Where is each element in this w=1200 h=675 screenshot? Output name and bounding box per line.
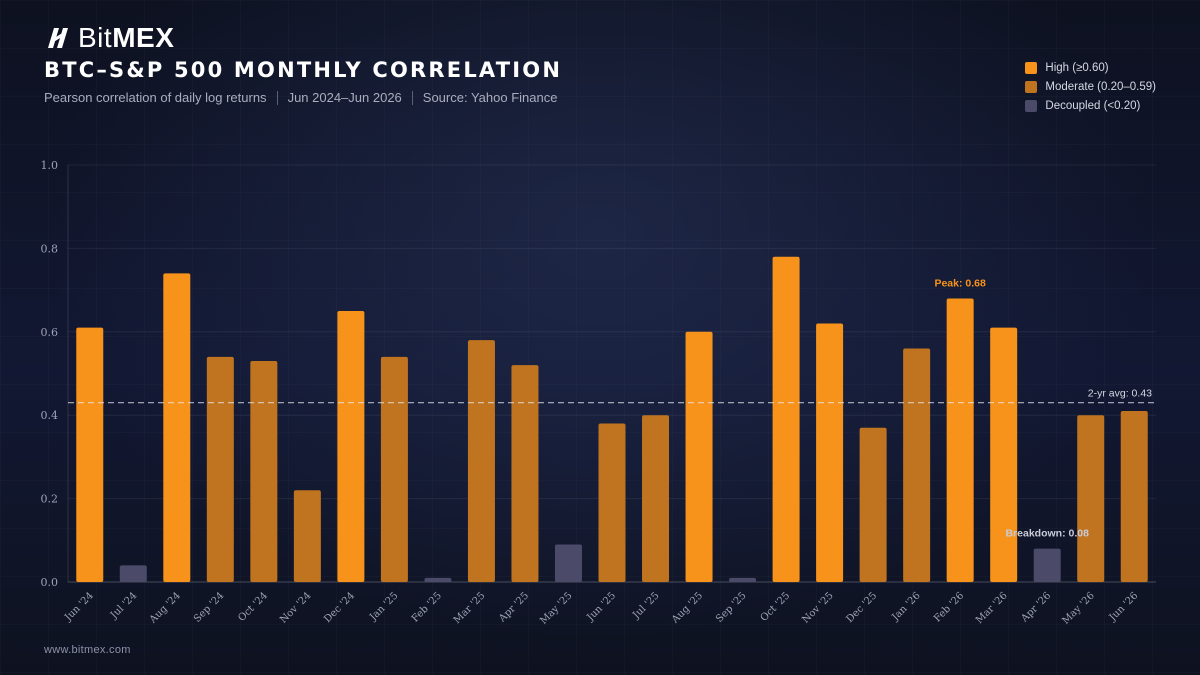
legend-item-decoupled: Decoupled (<0.20) <box>1025 100 1140 112</box>
bar <box>206 356 234 582</box>
x-tick-label: May '25 <box>538 590 574 626</box>
subtitle-method: Pearson correlation of daily log returns <box>44 90 267 105</box>
y-tick-label: 0.8 <box>41 242 59 255</box>
x-tick-label: Sep '24 <box>192 590 227 625</box>
x-tick-label: Dec '25 <box>844 590 879 625</box>
x-tick-label: Aug '24 <box>147 590 183 626</box>
bar <box>772 256 800 582</box>
bar <box>424 577 452 582</box>
brand-name-regular: Bit <box>78 22 113 53</box>
legend-label-decoupled: Decoupled (<0.20) <box>1045 100 1141 112</box>
bar <box>1120 411 1148 582</box>
y-tick-label: 1.0 <box>41 159 59 172</box>
subtitle-period: Jun 2024–Jun 2026 <box>287 90 402 105</box>
y-tick-label: 0.4 <box>41 409 59 422</box>
x-tick-label: Mar '25 <box>452 590 488 626</box>
legend-swatch-decoupled <box>1025 100 1038 112</box>
bar <box>859 427 887 582</box>
bar <box>946 298 974 582</box>
bar <box>598 423 626 582</box>
legend-swatch-moderate <box>1025 81 1038 93</box>
x-tick-label: Apr '25 <box>496 590 531 625</box>
legend-item-moderate: Moderate (0.20–0.59) <box>1025 81 1156 93</box>
legend-label-moderate: Moderate (0.20–0.59) <box>1045 81 1156 93</box>
bar <box>554 544 582 582</box>
subtitle-divider <box>276 90 278 105</box>
x-tick-label: Nov '25 <box>800 590 835 625</box>
x-tick-label: Jul '24 <box>108 590 139 621</box>
bar <box>990 327 1018 582</box>
x-tick-label: Jul '25 <box>630 590 661 621</box>
legend-item-high: High (≥0.60) <box>1025 62 1109 74</box>
chart-subtitle: Pearson correlation of daily log returns… <box>44 90 557 105</box>
bar <box>467 340 495 582</box>
x-tick-label: May '26 <box>1060 590 1096 626</box>
footer-url: www.bitmex.com <box>44 644 131 656</box>
x-tick-label: Apr '26 <box>1019 590 1054 625</box>
y-tick-label: 0.2 <box>41 493 59 506</box>
legend-swatch-high <box>1025 62 1038 74</box>
annotation-label: Peak: 0.68 <box>934 277 986 289</box>
x-tick-label: Jun '25 <box>585 590 619 624</box>
x-tick-label: Jan '26 <box>889 590 922 623</box>
bar <box>1033 548 1061 582</box>
x-tick-label: Feb '25 <box>410 590 444 624</box>
bar <box>119 565 147 582</box>
bar <box>163 273 191 582</box>
bar <box>685 331 713 582</box>
bar <box>1077 415 1105 582</box>
x-tick-label: Jun '26 <box>1107 590 1141 624</box>
subtitle-divider <box>411 90 413 105</box>
x-tick-label: Sep '25 <box>714 590 749 625</box>
bar <box>729 577 757 582</box>
bar <box>642 415 670 582</box>
x-tick-label: Feb '26 <box>932 590 966 624</box>
x-tick-label: Nov '24 <box>278 590 313 625</box>
bar <box>380 356 408 582</box>
bar <box>337 310 365 582</box>
bar <box>511 365 539 582</box>
brand-name: BitMEX <box>78 22 174 54</box>
bitmex-logo-icon <box>48 28 68 48</box>
bar <box>76 327 104 582</box>
bar <box>250 360 278 582</box>
legend-label-high: High (≥0.60) <box>1045 62 1109 74</box>
y-tick-label: 0.0 <box>41 576 59 589</box>
x-tick-label: Jun '24 <box>62 590 96 624</box>
x-tick-label: Aug '25 <box>669 590 705 626</box>
x-tick-label: Oct '25 <box>759 590 793 624</box>
x-tick-label: Dec '24 <box>322 590 357 625</box>
average-label: 2-yr avg: 0.43 <box>1088 388 1152 400</box>
chart-title: BTC–S&P 500 MONTHLY CORRELATION <box>44 58 563 82</box>
x-tick-label: Mar '26 <box>974 590 1010 626</box>
brand-name-bold: MEX <box>112 22 175 53</box>
brand-logo: BitMEX <box>44 22 174 54</box>
y-tick-label: 0.6 <box>41 326 59 339</box>
chart-legend: High (≥0.60) Moderate (0.20–0.59) Decoup… <box>1025 62 1156 112</box>
bar <box>903 348 931 582</box>
annotation-label: Breakdown: 0.08 <box>1005 528 1089 540</box>
subtitle-source: Source: Yahoo Finance <box>422 90 558 105</box>
x-tick-label: Oct '24 <box>236 590 270 624</box>
x-tick-label: Jan '25 <box>367 590 400 623</box>
bar <box>816 323 844 582</box>
bar <box>293 490 321 582</box>
